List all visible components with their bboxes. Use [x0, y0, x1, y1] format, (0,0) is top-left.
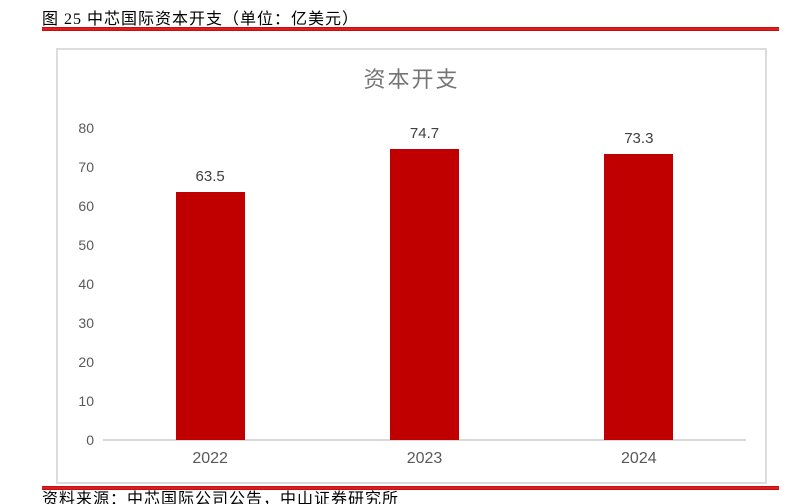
bottom-divider — [42, 486, 779, 490]
bar-2022 — [175, 192, 245, 440]
figure-caption: 图 25 中芯国际资本开支（单位：亿美元） — [42, 11, 360, 28]
bar-value-label: 73.3 — [624, 130, 654, 148]
x-axis-line — [103, 439, 746, 441]
bar-2023 — [390, 148, 459, 440]
y-axis-tick-label: 60 — [78, 198, 94, 214]
y-axis-tick-label: 30 — [78, 315, 94, 331]
plot-area: 0 10 20 30 40 50 60 70 80 63.5 2022 74.7 2023 73.3 202… — [56, 48, 767, 484]
y-axis-tick-label: 20 — [78, 354, 94, 370]
y-axis-tick-label: 0 — [86, 432, 94, 448]
bar-2024 — [604, 154, 674, 440]
y-axis-tick-label: 70 — [78, 159, 94, 175]
bar-value-label: 63.5 — [195, 168, 225, 186]
y-axis-tick-label: 50 — [78, 237, 94, 253]
x-axis-tick-label: 2024 — [621, 450, 657, 467]
x-axis-tick-label: 2022 — [192, 450, 228, 467]
y-axis-tick-label: 10 — [78, 393, 94, 409]
y-axis-tick-label: 40 — [78, 276, 94, 292]
source-note: 资料来源：中芯国际公司公告，中山证券研究所 — [42, 491, 400, 504]
top-divider — [42, 27, 779, 31]
bar-value-label: 74.7 — [409, 124, 440, 142]
chart-container: 资本开支 0 10 20 30 40 50 60 70 80 63.5 2022 74.7 2023 73… — [56, 48, 767, 484]
chart-title: 资本开支 — [363, 67, 460, 92]
x-axis-tick-label: 2023 — [406, 450, 443, 467]
y-axis-tick-label: 80 — [78, 120, 94, 136]
